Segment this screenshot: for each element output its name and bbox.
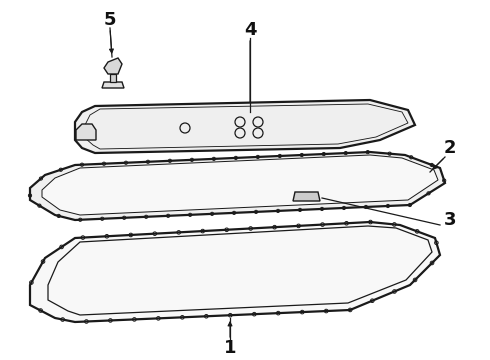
Polygon shape xyxy=(110,74,116,82)
Text: 2: 2 xyxy=(444,139,456,157)
Text: 5: 5 xyxy=(104,11,116,29)
Polygon shape xyxy=(75,100,415,153)
Polygon shape xyxy=(42,155,438,215)
Polygon shape xyxy=(30,222,440,322)
Polygon shape xyxy=(102,82,124,88)
Text: 1: 1 xyxy=(224,339,236,357)
Polygon shape xyxy=(293,192,320,201)
Text: 4: 4 xyxy=(244,21,256,39)
Polygon shape xyxy=(30,152,445,220)
Polygon shape xyxy=(76,124,96,140)
Polygon shape xyxy=(104,58,122,74)
Text: 3: 3 xyxy=(444,211,456,229)
